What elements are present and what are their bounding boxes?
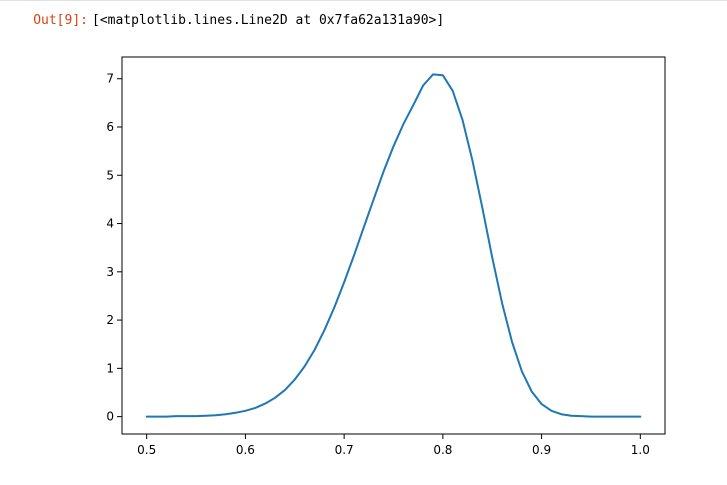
- y-tick-label: 0: [106, 410, 114, 424]
- y-tick-label: 1: [106, 361, 114, 375]
- cell-top-border: [0, 0, 727, 1]
- output-row: Out[9]: [<matplotlib.lines.Line2D at 0x7…: [0, 10, 444, 30]
- output-prompt: Out[9]:: [33, 12, 88, 28]
- y-tick-label: 6: [106, 120, 114, 134]
- x-axis-ticks: 0.5 0.6 0.7 0.8 0.9 1.0: [137, 434, 650, 457]
- y-tick-label: 3: [106, 265, 114, 279]
- x-tick-label: 0.7: [335, 443, 354, 457]
- y-tick-label: 5: [106, 168, 114, 182]
- y-tick-label: 4: [106, 217, 114, 231]
- x-tick-label: 1.0: [631, 443, 650, 457]
- data-line-series: [145, 73, 642, 418]
- y-tick-label: 7: [106, 72, 114, 86]
- plot-frame: [121, 56, 666, 435]
- y-tick-label: 2: [106, 313, 114, 327]
- y-axis-ticks: 0 1 2 3 4 5 6 7: [106, 72, 122, 424]
- x-tick-label: 0.8: [433, 443, 452, 457]
- x-tick-label: 0.6: [236, 443, 255, 457]
- output-text: [<matplotlib.lines.Line2D at 0x7fa62a131…: [92, 12, 445, 28]
- x-tick-label: 0.5: [137, 443, 156, 457]
- x-tick-label: 0.9: [532, 443, 551, 457]
